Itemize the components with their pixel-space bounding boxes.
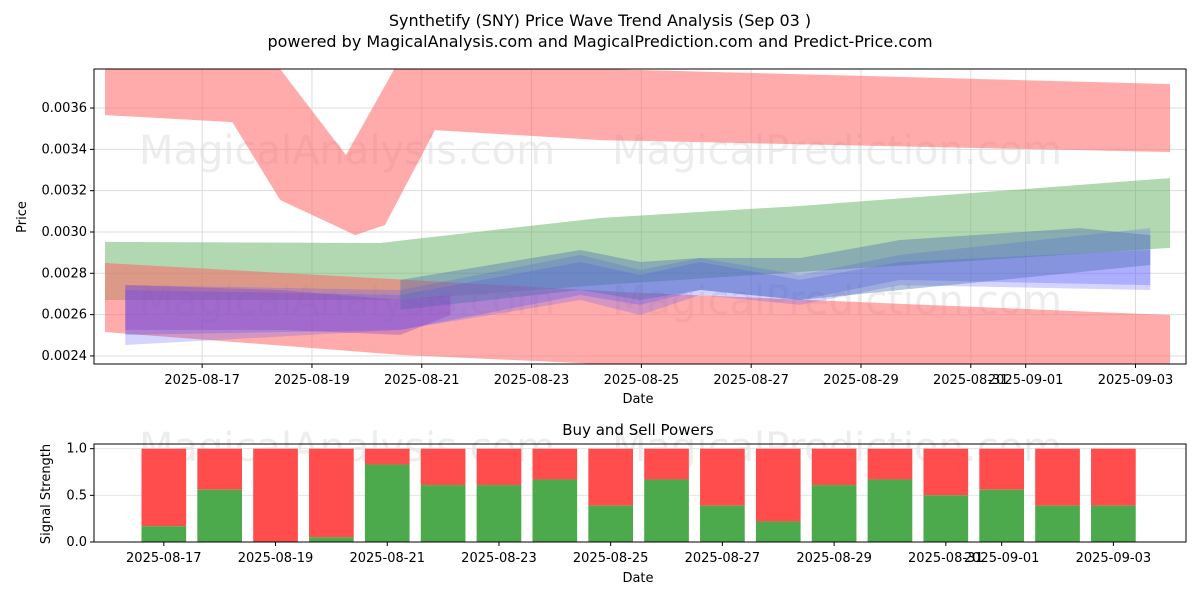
buy-bar xyxy=(979,489,1025,542)
chart-subtitle: powered by MagicalAnalysis.com and Magic… xyxy=(267,32,932,51)
bottom-x-label: Date xyxy=(622,571,653,586)
buy-bar xyxy=(1035,505,1080,542)
x-tick-label: 2025-08-19 xyxy=(274,373,350,388)
y-tick-label: 0.5 xyxy=(66,488,87,503)
price-plot: 2025-08-17 2025-08-19 2025-08-21 2025-08-23… xyxy=(42,68,1187,388)
y-tick-label: 0.0028 xyxy=(42,266,88,281)
bottom-chart-title: Buy and Sell Powers xyxy=(562,421,714,439)
buy-bar xyxy=(141,526,187,542)
buy-bar xyxy=(588,505,634,542)
upper-red-band xyxy=(104,69,1171,236)
steel-band xyxy=(400,228,1151,310)
sell-bar xyxy=(867,448,913,480)
sell-bar xyxy=(811,448,857,486)
y-tick-label: 0.0036 xyxy=(42,101,88,116)
x-tick-label: 2025-08-21 xyxy=(349,551,425,566)
lower-red-band xyxy=(104,262,1171,364)
x-tick-label: 2025-08-17 xyxy=(164,373,240,388)
sell-bar xyxy=(364,448,410,465)
sell-bar xyxy=(700,448,745,506)
purple-band xyxy=(125,285,451,335)
y-tick-label: 0.0 xyxy=(66,535,87,550)
buy-bar xyxy=(811,485,857,542)
buy-bar xyxy=(532,479,578,542)
bottom-y-label: Signal Strength xyxy=(39,444,54,544)
sell-bar xyxy=(253,448,298,542)
blue-band-1 xyxy=(125,228,1151,345)
x-tick-label: 2025-08-29 xyxy=(823,373,899,388)
x-tick-label: 2025-08-27 xyxy=(713,373,789,388)
y-tick-label: 0.0026 xyxy=(42,308,88,323)
x-tick-label: 2025-09-01 xyxy=(964,551,1040,566)
x-tick-label: 2025-08-25 xyxy=(573,551,649,566)
sell-bar xyxy=(532,448,578,480)
x-tick-label: 2025-08-23 xyxy=(461,551,537,566)
buy-bar xyxy=(309,537,354,542)
x-tick-label: 2025-09-03 xyxy=(1076,551,1152,566)
sell-bar xyxy=(197,448,243,490)
top-x-label: Date xyxy=(622,392,653,407)
blue-band-2 xyxy=(125,249,1151,335)
x-tick-label: 2025-08-27 xyxy=(685,551,761,566)
sell-bar xyxy=(420,448,466,486)
x-tick-label: 2025-08-31 xyxy=(908,551,984,566)
buy-bar xyxy=(197,489,243,542)
buy-bar xyxy=(364,464,410,542)
plot-frame xyxy=(93,443,1187,543)
green-band xyxy=(104,178,1171,300)
bands xyxy=(104,69,1171,364)
sell-bar xyxy=(1035,448,1080,506)
y-tick-label: 1.0 xyxy=(66,442,87,457)
sell-bar xyxy=(755,448,801,522)
x-tick-label: 2025-08-23 xyxy=(494,373,570,388)
buy-bar xyxy=(1091,505,1136,542)
sell-bar xyxy=(141,448,187,527)
x-tick-label: 2025-08-19 xyxy=(238,551,314,566)
sell-bar xyxy=(476,448,522,486)
x-tick-label: 2025-08-25 xyxy=(604,373,680,388)
y-tick-label: 0.0034 xyxy=(42,142,88,157)
sell-bar xyxy=(309,448,354,538)
chart-title: Synthetify (SNY) Price Wave Trend Analys… xyxy=(389,11,811,30)
buy-bar xyxy=(867,479,913,542)
x-tick-label: 2025-08-31 xyxy=(933,373,1009,388)
y-tick-label: 0.0032 xyxy=(42,184,88,199)
x-tick-label: 2025-09-01 xyxy=(988,373,1064,388)
buy-bar xyxy=(476,485,522,542)
x-tick-label: 2025-08-29 xyxy=(796,551,872,566)
plot-frame xyxy=(93,68,1187,365)
buy-bar xyxy=(644,479,689,542)
sell-bar xyxy=(979,448,1025,490)
x-tick-label: 2025-08-21 xyxy=(384,373,460,388)
buy-bar xyxy=(420,485,466,542)
y-tick-label: 0.0024 xyxy=(42,349,88,364)
y-tick-label: 0.0030 xyxy=(42,225,88,240)
sell-bar xyxy=(588,448,634,506)
x-tick-label: 2025-09-03 xyxy=(1098,373,1174,388)
x-tick-label: 2025-08-17 xyxy=(126,551,202,566)
buy-bar xyxy=(700,505,745,542)
sell-bar xyxy=(644,448,689,480)
signal-plot: 0.0 0.5 1.0 2025-08-17 2025-08-19 2025-08-21 2… xyxy=(66,442,1187,566)
sell-bar xyxy=(1091,448,1136,506)
sell-bar xyxy=(923,448,969,496)
buy-bar xyxy=(923,495,969,542)
buy-bar xyxy=(755,521,801,542)
top-y-label: Price xyxy=(15,201,30,233)
